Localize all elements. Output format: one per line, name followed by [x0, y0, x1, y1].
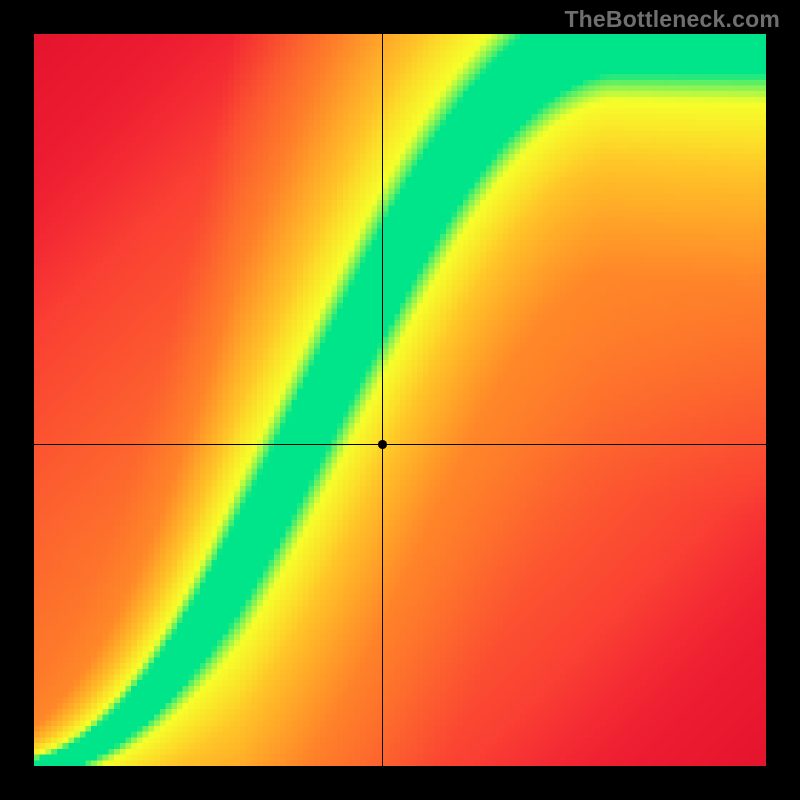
watermark-text: TheBottleneck.com — [564, 6, 780, 33]
crosshair-overlay — [34, 34, 766, 766]
chart-frame: TheBottleneck.com — [0, 0, 800, 800]
heatmap-plot — [34, 34, 766, 766]
